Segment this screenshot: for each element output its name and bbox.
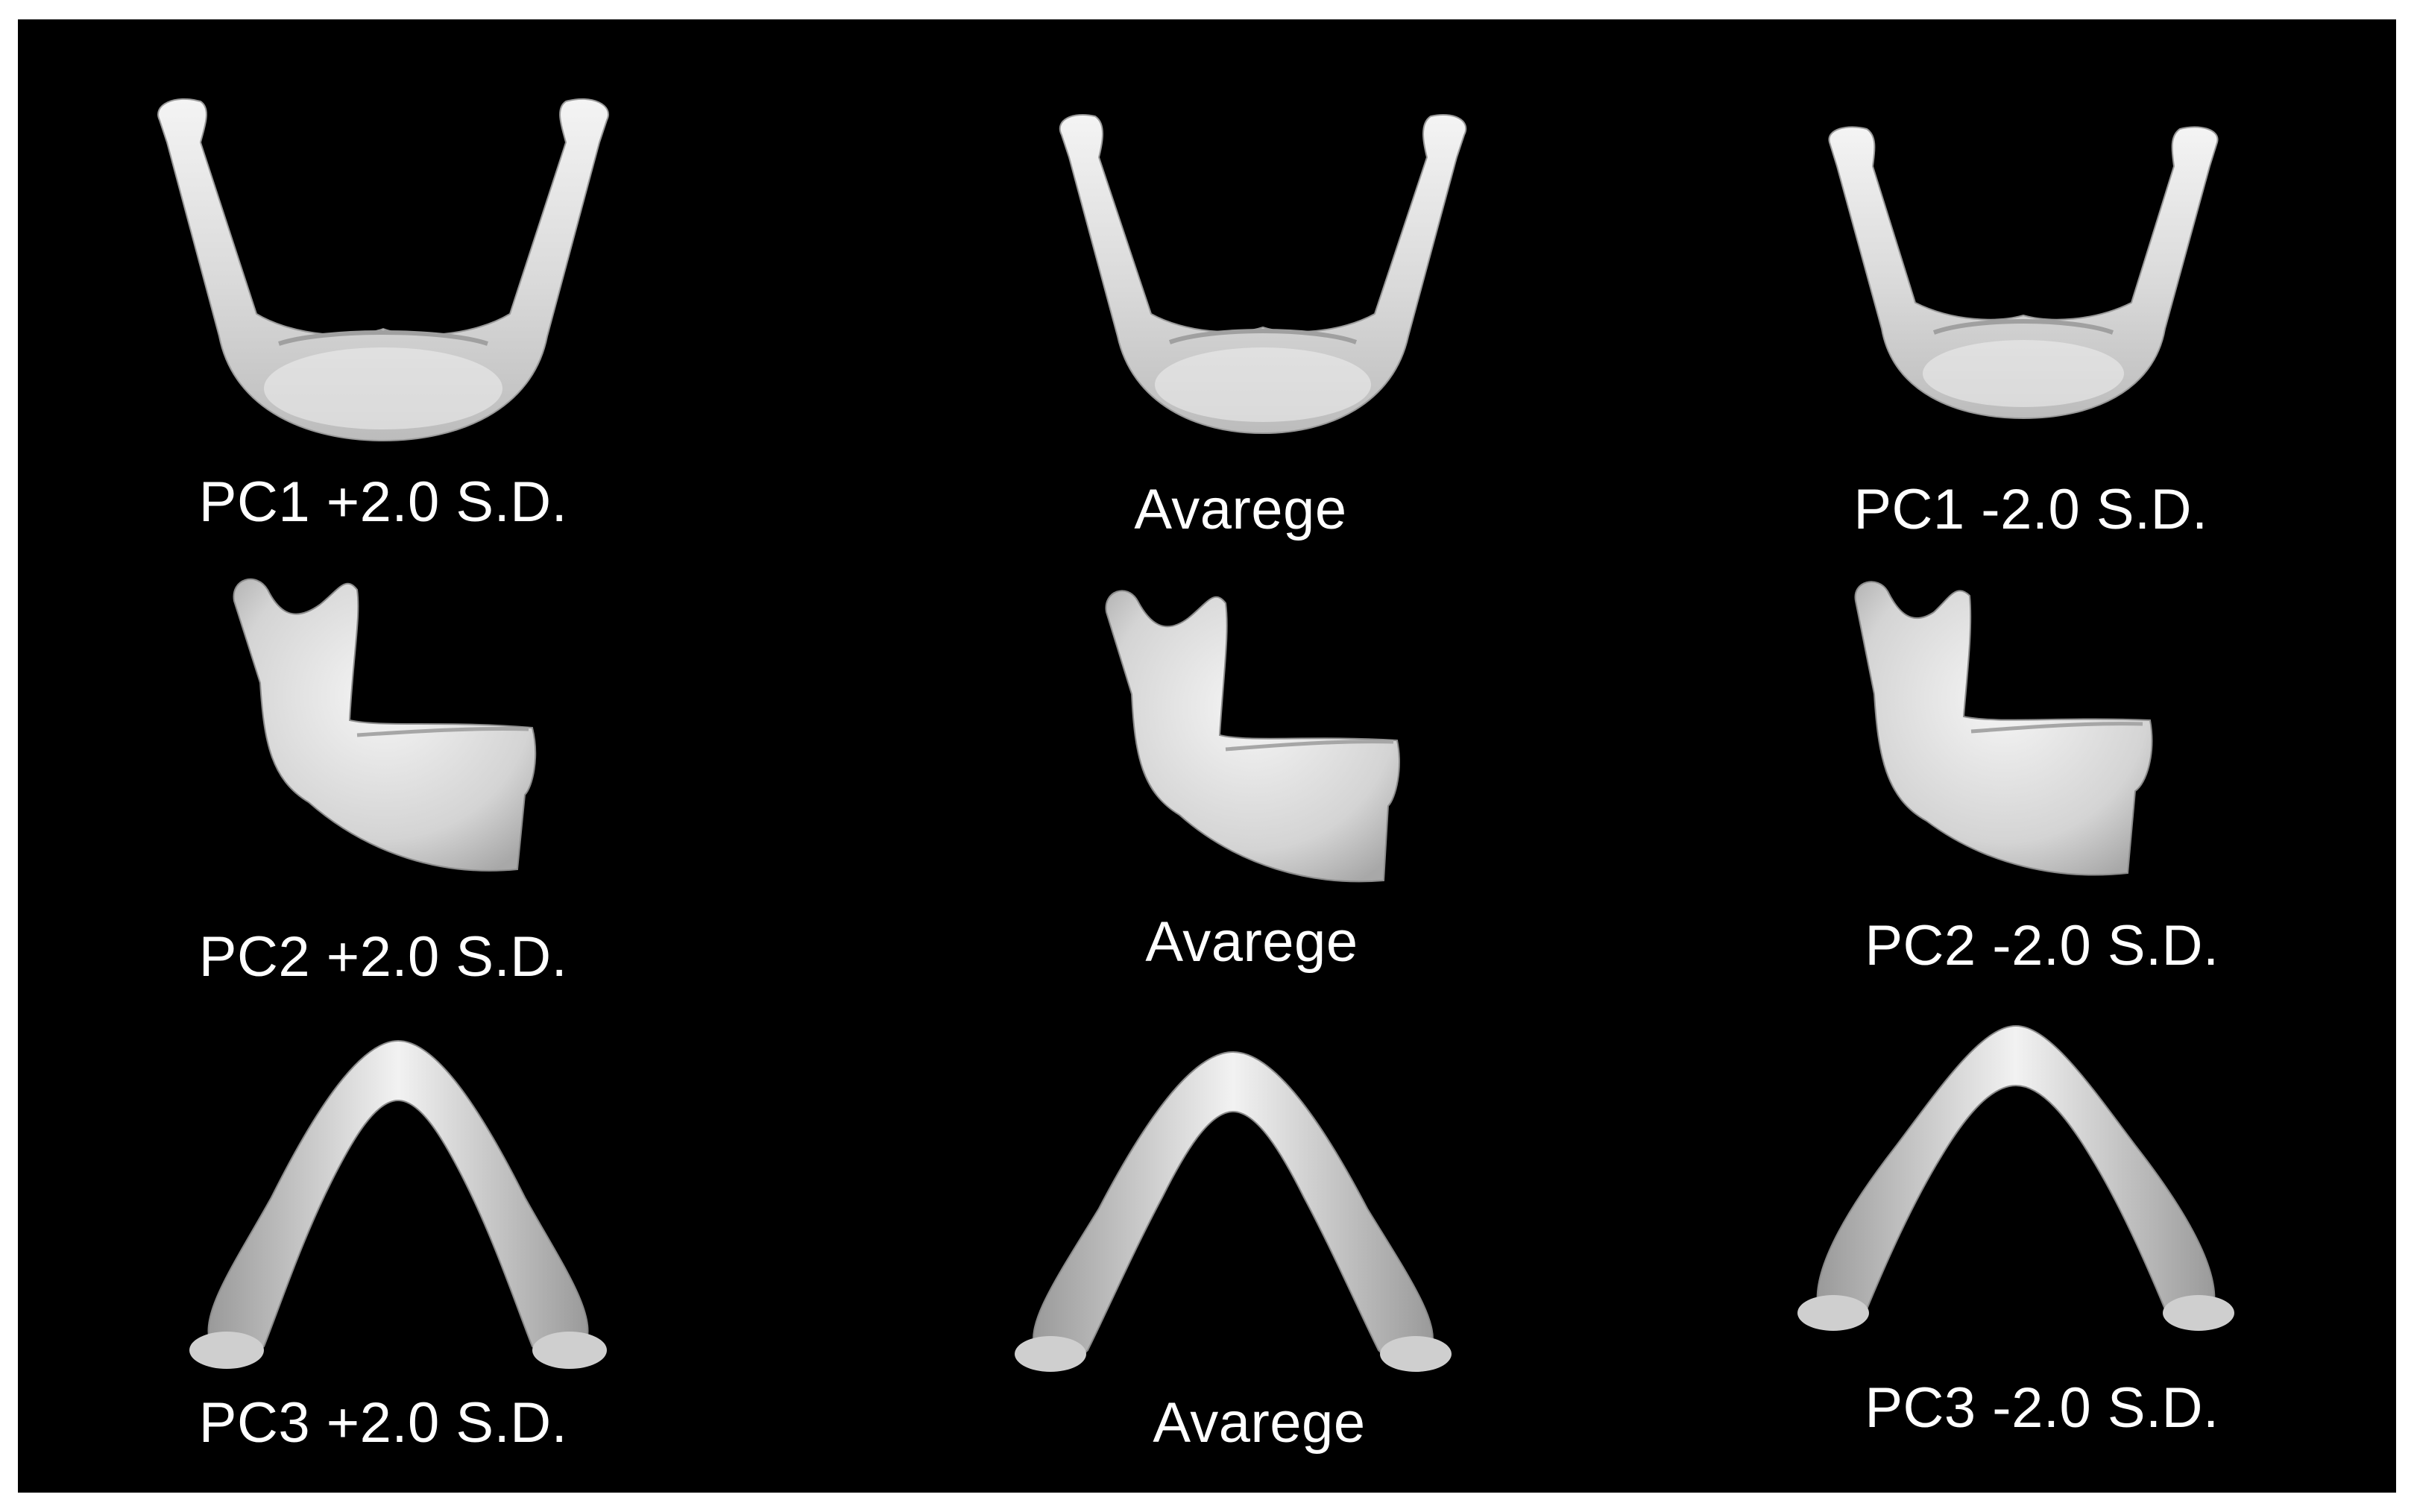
caption-pc2-plus: PC2 +2.0 S.D. <box>198 925 568 989</box>
mandible-lateral-average <box>1105 590 1400 883</box>
caption-average-row2: Avarege <box>1145 910 1358 974</box>
caption-average-row3: Avarege <box>1153 1391 1366 1455</box>
mandible-frontal-pc1-minus <box>1828 126 2219 420</box>
figure-panel: PC1 +2.0 S.D. Avarege PC1 -2.0 S.D. PC2 … <box>18 19 2396 1493</box>
mandible-lateral-pc2-minus <box>1854 581 2153 876</box>
caption-pc3-minus: PC3 -2.0 S.D. <box>1865 1376 2219 1440</box>
mandible-inferior-pc3-minus <box>1797 1024 2234 1331</box>
caption-average-row1: Avarege <box>1134 478 1347 541</box>
mandible-frontal-pc1-plus <box>157 98 609 442</box>
mandible-lateral-pc2-plus <box>233 578 537 872</box>
caption-pc2-minus: PC2 -2.0 S.D. <box>1865 914 2219 977</box>
mandible-inferior-average <box>1015 1050 1452 1372</box>
caption-pc3-plus: PC3 +2.0 S.D. <box>198 1391 568 1455</box>
mandible-frontal-average-1 <box>1059 114 1467 435</box>
caption-pc1-minus: PC1 -2.0 S.D. <box>1853 478 2208 541</box>
mandible-inferior-pc3-plus <box>189 1039 607 1369</box>
caption-pc1-plus: PC1 +2.0 S.D. <box>198 470 568 534</box>
